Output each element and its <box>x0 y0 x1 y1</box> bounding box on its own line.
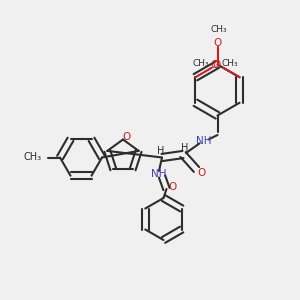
Text: O: O <box>212 60 220 70</box>
Text: H: H <box>157 146 164 156</box>
Text: CH₃: CH₃ <box>211 26 227 34</box>
Text: CH₃: CH₃ <box>24 152 42 163</box>
Text: O: O <box>213 38 222 49</box>
Text: O: O <box>210 60 219 70</box>
Text: NH: NH <box>196 136 212 146</box>
Text: CH₃: CH₃ <box>193 59 210 68</box>
Text: O: O <box>168 182 177 193</box>
Text: CH₃: CH₃ <box>222 59 238 68</box>
Text: NH: NH <box>151 169 167 179</box>
Text: H: H <box>181 143 188 153</box>
Text: O: O <box>122 131 130 142</box>
Text: O: O <box>197 167 205 178</box>
